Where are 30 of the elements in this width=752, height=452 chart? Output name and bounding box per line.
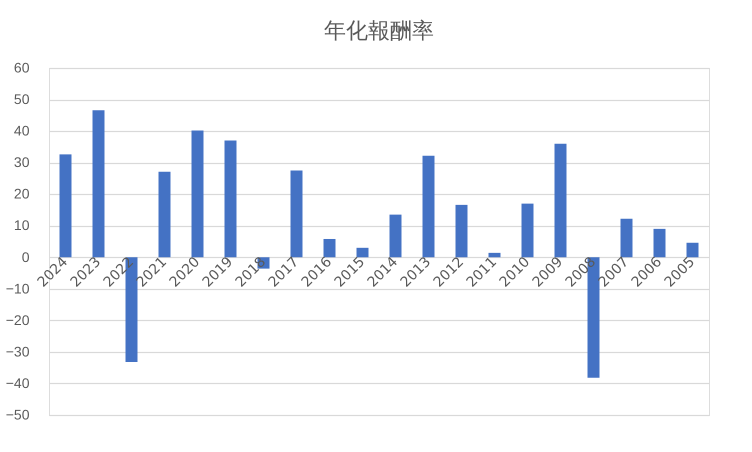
y-tick-label: 30: [14, 154, 30, 170]
bar: [356, 248, 368, 258]
y-tick-label: 60: [14, 60, 30, 76]
bar: [554, 144, 566, 258]
y-tick-label: −30: [6, 343, 30, 360]
y-tick-label: 50: [14, 91, 30, 108]
y-tick-label: 20: [14, 186, 30, 202]
y-tick-label: −10: [6, 280, 30, 296]
bar: [192, 130, 204, 258]
y-tick-label: −40: [6, 374, 30, 391]
bar: [654, 228, 666, 258]
bar: [522, 204, 534, 258]
y-tick-label: −20: [6, 312, 30, 328]
y-tick-label: 40: [14, 122, 30, 139]
bar: [456, 204, 468, 258]
bar: [158, 172, 170, 258]
y-tick-label: −50: [6, 406, 30, 422]
bar: [60, 154, 72, 258]
bar: [390, 214, 402, 258]
bar: [620, 218, 632, 258]
bar: [488, 252, 500, 258]
bar: [422, 156, 434, 258]
bar: [92, 110, 104, 258]
y-tick-label: 10: [14, 217, 30, 234]
chart-title: 年化報酬率: [324, 19, 434, 44]
bar: [290, 170, 302, 258]
bar: [324, 238, 336, 258]
y-tick-label: 0: [22, 248, 30, 265]
bar: [686, 242, 698, 258]
bar: [224, 140, 236, 258]
